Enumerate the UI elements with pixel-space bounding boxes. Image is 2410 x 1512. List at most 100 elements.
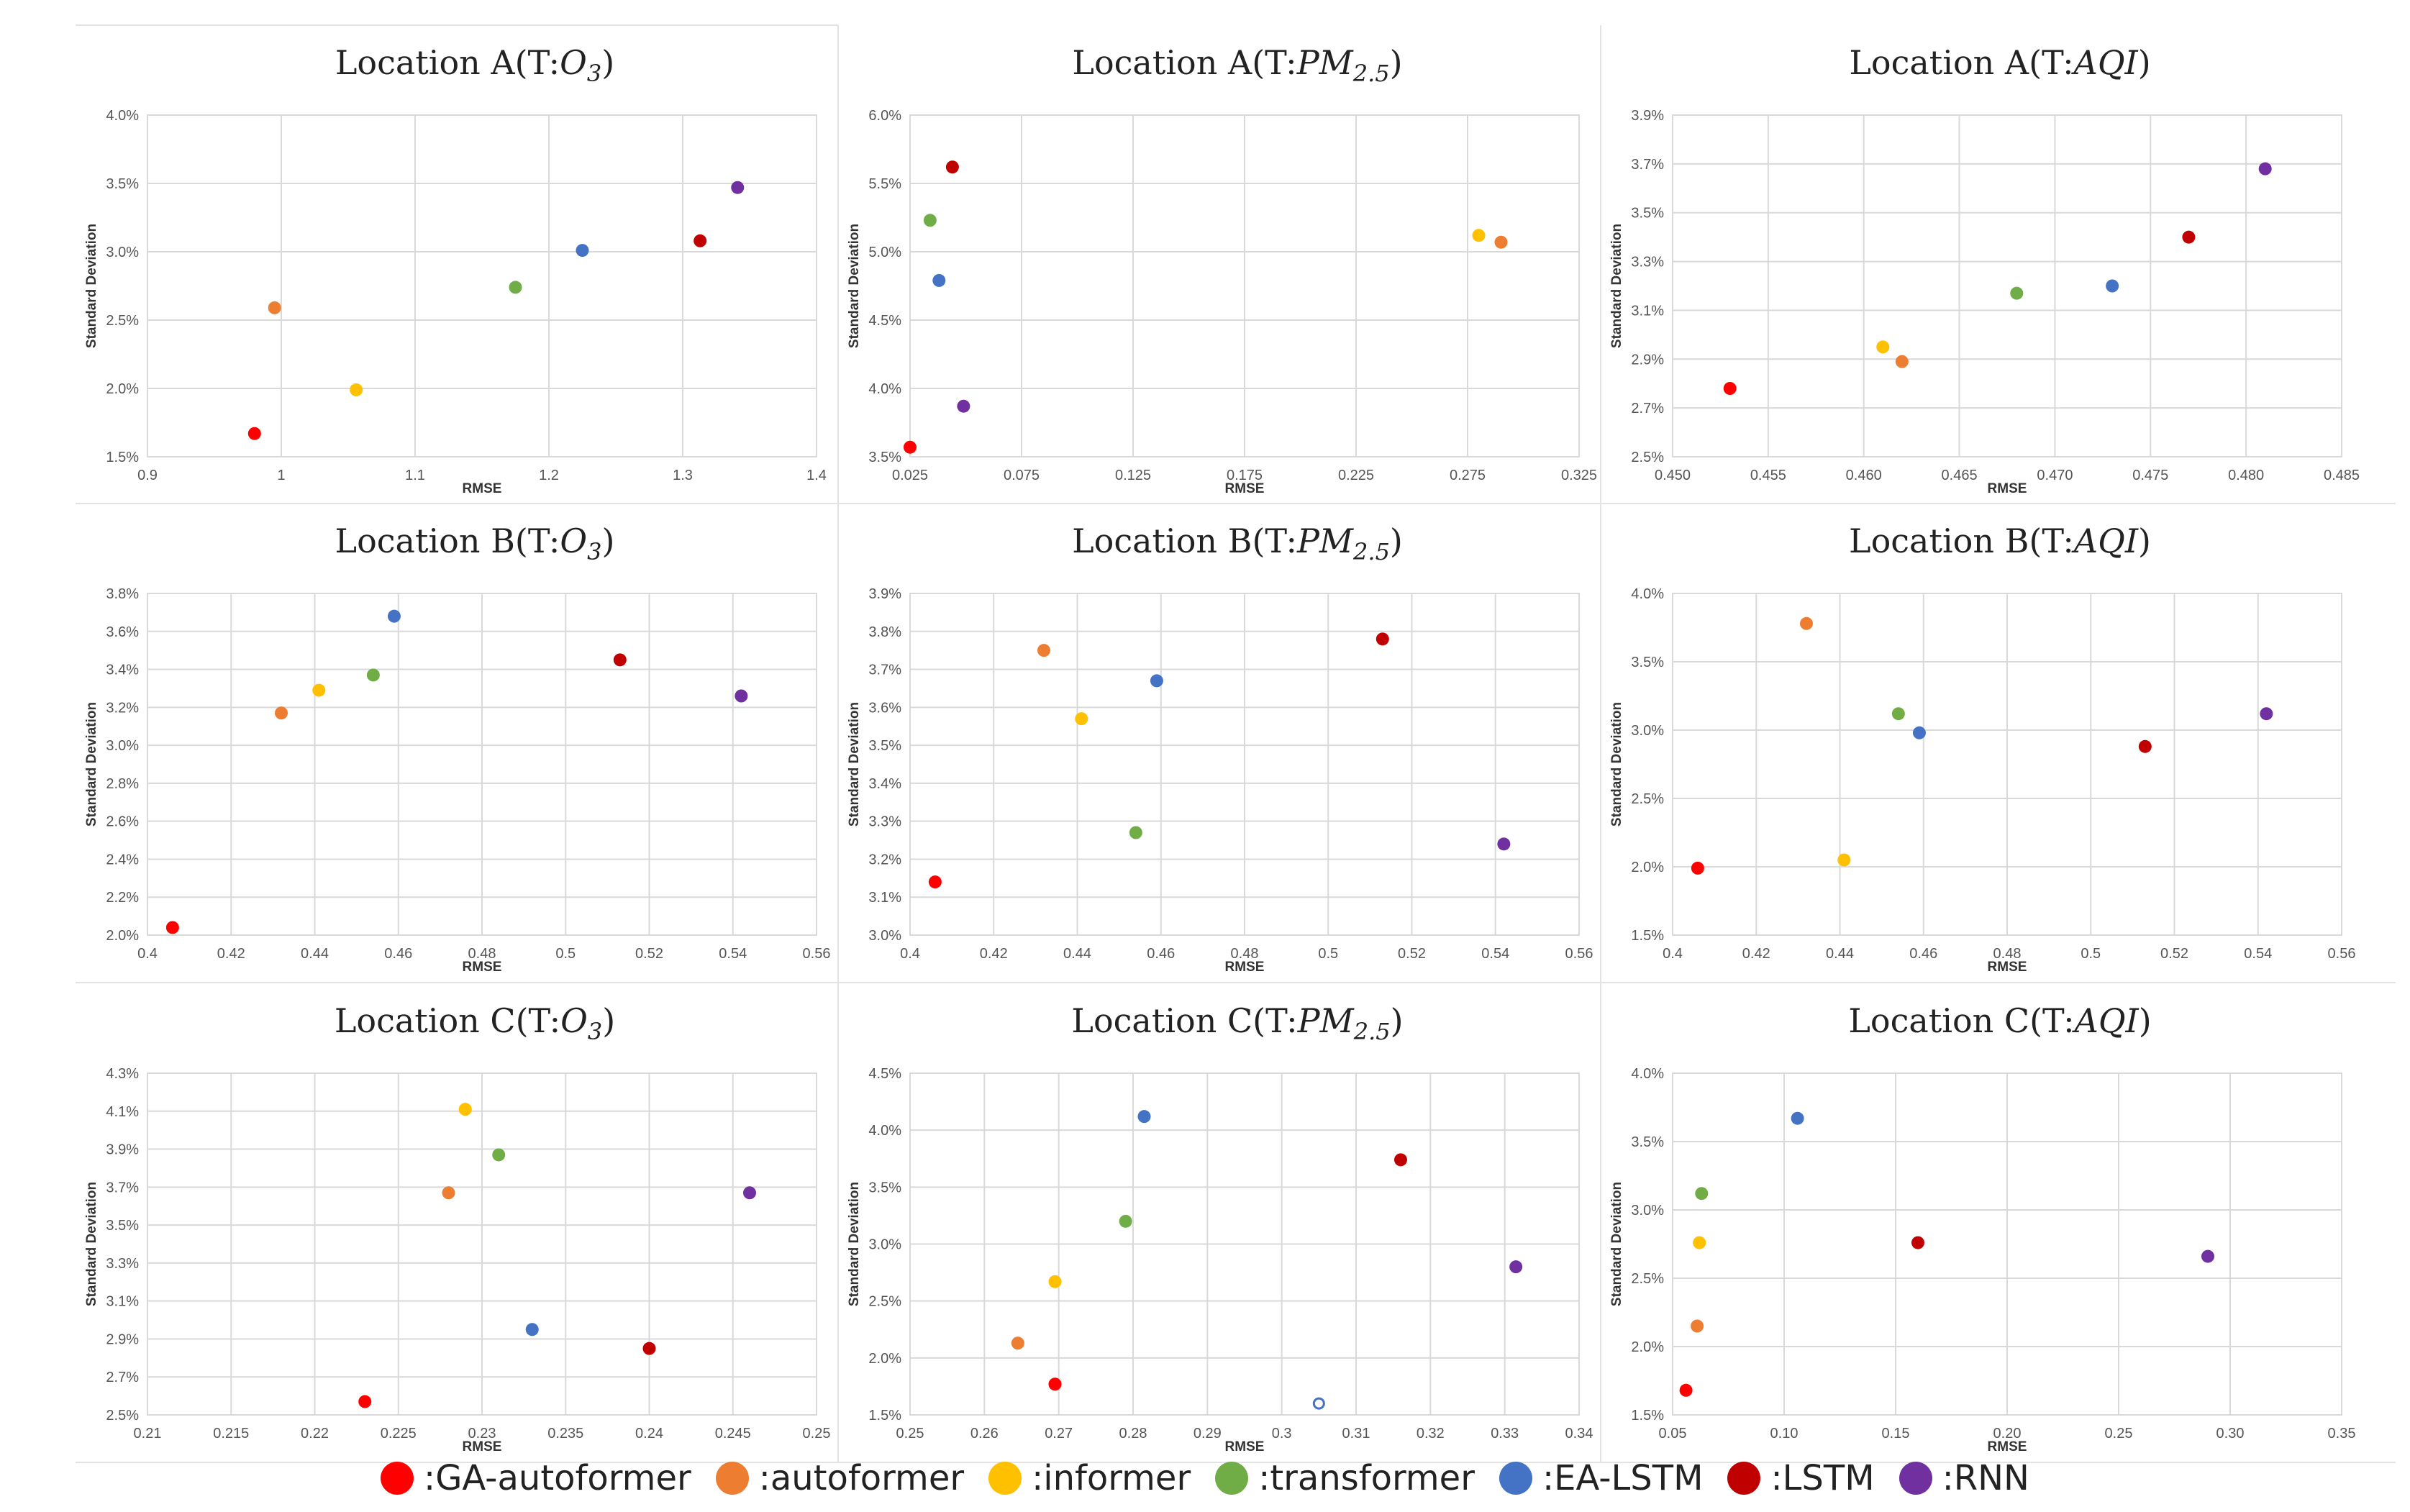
y-tick-label: 3.2% xyxy=(868,852,901,867)
y-tick-label: 3.4% xyxy=(868,776,901,792)
x-tick-label: 0.27 xyxy=(1045,1426,1073,1442)
plot-area xyxy=(147,593,817,936)
legend-item-transformer: :transformer xyxy=(1215,1458,1475,1498)
y-tick-label: 3.3% xyxy=(1631,255,1664,270)
panel-title-subscript: 3 xyxy=(587,538,601,565)
panel-title-prefix: Location C(T: xyxy=(1848,1001,2074,1040)
panel-title-prefix: Location B(T: xyxy=(1072,522,1297,560)
data-point-rnn xyxy=(1509,1260,1523,1274)
data-point-autoformer xyxy=(1691,1319,1704,1333)
scatter-panel: Location C(T:AQI) 0.05 0.10 0.15 0.20 0.25 0.3… xyxy=(1609,1001,2355,1454)
x-tick-label: 0.460 xyxy=(1846,468,1882,483)
panel-title-suffix: ) xyxy=(601,43,614,82)
y-tick-label: 1.5% xyxy=(1631,928,1664,944)
y-tick-label: 3.0% xyxy=(1631,723,1664,739)
y-tick-label: 6.0% xyxy=(868,108,901,124)
data-point-ga-autoformer xyxy=(247,427,261,440)
y-axis-title: Standard Deviation xyxy=(847,1182,862,1306)
scatter-panel: Location B(T:PM2.5) 0.4 0.42 0.44 0.46 0.48 0.… xyxy=(847,522,1593,975)
data-point-rnn xyxy=(2260,707,2273,721)
y-tick-label: 3.5% xyxy=(1631,206,1664,222)
y-tick-label: 2.5% xyxy=(1631,450,1664,465)
x-tick-label: 0.56 xyxy=(2328,946,2356,962)
panel-title-prefix: Location A(T: xyxy=(335,43,560,82)
x-tick-label: 0.32 xyxy=(1417,1426,1445,1442)
data-point-ea-lstm xyxy=(1791,1111,1804,1125)
data-point-ga-autoformer xyxy=(1048,1377,1062,1391)
x-tick-label: 0.175 xyxy=(1227,468,1263,483)
panel-title-target: O xyxy=(560,43,587,82)
x-tick-label: 0.475 xyxy=(2132,468,2168,483)
plot-area xyxy=(1672,593,2342,936)
plot-area xyxy=(147,114,817,457)
data-point-lstm xyxy=(694,234,707,247)
y-tick-label: 2.0% xyxy=(1631,860,1664,875)
y-tick-label: 2.5% xyxy=(1631,1271,1664,1287)
x-tick-label: 0.54 xyxy=(2244,946,2272,962)
data-point-informer xyxy=(350,383,363,396)
x-tick-label: 0.56 xyxy=(1565,946,1593,962)
data-point-lstm xyxy=(642,1342,656,1355)
x-tick-label: 0.25 xyxy=(2105,1426,2133,1442)
x-tick-label: 1 xyxy=(277,468,285,483)
panel-title-prefix: Location B(T: xyxy=(335,522,560,560)
legend-label: :RNN xyxy=(1942,1458,2029,1498)
x-tick-label: 0.10 xyxy=(1770,1426,1799,1442)
x-tick-label: 0.5 xyxy=(1318,946,1338,962)
legend-item-autoformer: :autoformer xyxy=(715,1458,965,1498)
x-axis-title: RMSE xyxy=(1988,1439,2027,1454)
x-axis-title: RMSE xyxy=(1988,481,2027,496)
scatter-panel: Location C(T:O3) 0.21 0.215 0.22 0.225 0.23 0.… xyxy=(84,1001,830,1454)
y-tick-label: 3.5% xyxy=(868,738,901,754)
legend-item-ea-lstm: :EA-LSTM xyxy=(1499,1458,1703,1498)
y-axis-title: Standard Deviation xyxy=(847,224,862,348)
x-tick-label: 0.46 xyxy=(1147,946,1175,962)
x-tick-label: 0.31 xyxy=(1342,1426,1370,1442)
x-tick-label: 0.4 xyxy=(900,946,920,962)
x-tick-label: 1.3 xyxy=(673,468,693,483)
x-tick-label: 0.44 xyxy=(1826,946,1854,962)
y-tick-label: 3.9% xyxy=(868,586,901,602)
x-axis-title: RMSE xyxy=(1225,960,1265,975)
data-point-ga-autoformer xyxy=(165,921,179,934)
x-tick-label: 0.34 xyxy=(1565,1426,1593,1442)
data-point-informer xyxy=(1472,229,1486,242)
legend-item-informer: :informer xyxy=(988,1458,1191,1498)
x-tick-label: 0.26 xyxy=(970,1426,999,1442)
panel-title-target: AQI xyxy=(2072,1001,2140,1040)
x-tick-label: 0.215 xyxy=(213,1426,249,1442)
y-tick-label: 3.0% xyxy=(106,738,139,754)
panel-title-target: AQI xyxy=(2071,43,2139,82)
y-tick-label: 2.9% xyxy=(1631,352,1664,368)
data-point-autoformer xyxy=(1011,1336,1024,1350)
y-tick-label: 4.5% xyxy=(868,313,901,329)
legend: :GA-autoformer:autoformer:informer:trans… xyxy=(0,1446,2410,1511)
scatter-panel: Location B(T:O3) 0.4 0.42 0.44 0.46 0.48 0.5 0.… xyxy=(84,522,830,975)
legend-label: :autoformer xyxy=(758,1458,965,1498)
y-tick-label: 3.5% xyxy=(1631,1134,1664,1150)
legend-swatch xyxy=(1899,1462,1932,1495)
x-tick-label: 0.54 xyxy=(719,946,747,962)
x-tick-label: 0.4 xyxy=(1663,946,1683,962)
data-point-ea-lstm xyxy=(2106,279,2119,293)
data-point-ga-autoformer xyxy=(1679,1383,1693,1397)
x-tick-label: 0.21 xyxy=(134,1426,162,1442)
x-tick-label: 0.5 xyxy=(555,946,576,962)
x-tick-label: 0.44 xyxy=(1063,946,1091,962)
data-point-rnn xyxy=(735,689,748,703)
legend-swatch xyxy=(715,1462,749,1495)
panel-title: Location B(T:AQI) xyxy=(1849,522,2151,560)
panel-title: Location C(T:O3) xyxy=(335,1001,615,1045)
data-point-transformer xyxy=(923,214,937,227)
data-point-ga-autoformer xyxy=(358,1395,372,1408)
panel-title-suffix: ) xyxy=(2139,1001,2152,1040)
y-tick-label: 1.5% xyxy=(868,1408,901,1424)
y-tick-label: 3.8% xyxy=(868,624,901,640)
x-tick-label: 0.025 xyxy=(892,468,928,483)
data-point-lstm xyxy=(2138,739,2152,753)
scatter-panel: Location A(T:PM2.5) 0.025 0.075 0.125 0.175 0… xyxy=(847,43,1597,496)
y-tick-label: 1.5% xyxy=(1631,1408,1664,1424)
x-tick-label: 0.235 xyxy=(547,1426,583,1442)
panel-title-subscript: 2.5 xyxy=(1352,538,1390,565)
panel-title-suffix: ) xyxy=(2138,522,2151,560)
